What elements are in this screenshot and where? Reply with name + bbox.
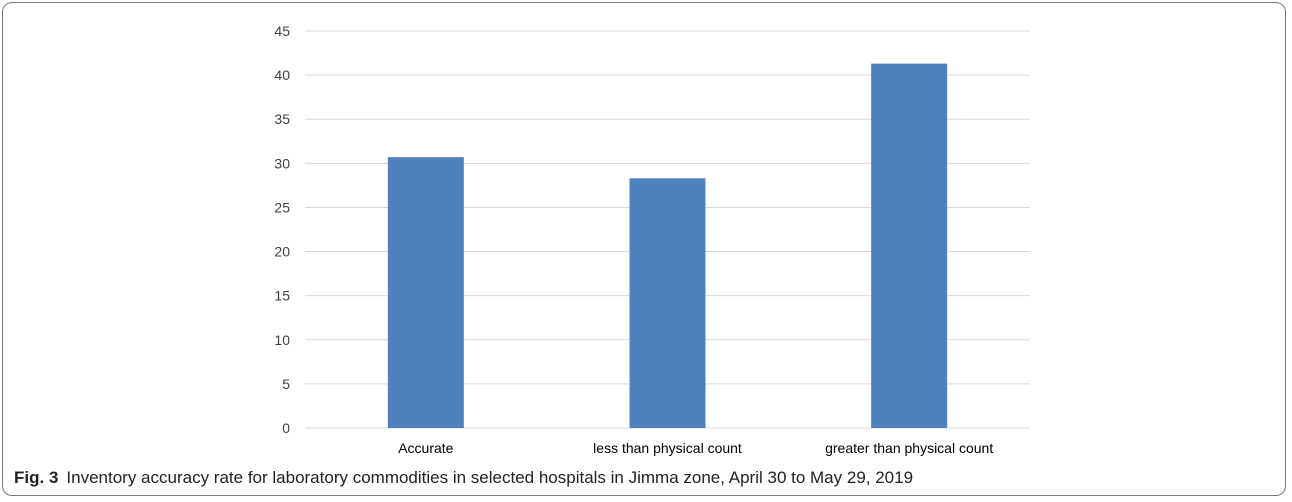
y-tick-label: 10 [274,332,290,348]
x-category-label: Accurate [398,440,453,456]
caption-text: Inventory accuracy rate for laboratory c… [66,468,914,487]
x-category-label: less than physical count [593,440,742,456]
bar [871,63,948,429]
bars [387,63,948,429]
y-tick-label: 0 [282,420,290,436]
y-tick-label: 45 [274,23,290,39]
figure-label: Fig. 3 [14,468,59,487]
y-tick-label: 35 [274,111,290,127]
bar [387,157,464,428]
y-tick-label: 20 [274,244,290,260]
bar [629,178,706,428]
y-tick-label: 40 [274,67,290,83]
y-tick-label: 30 [274,155,290,171]
x-axis-labels: Accurate less than physical count greater … [398,440,993,456]
y-tick-label: 25 [274,199,290,215]
y-tick-label: 15 [274,288,290,304]
figure-caption: Fig. 3 Inventory accuracy rate for labora… [14,468,913,488]
y-tick-label: 5 [282,376,290,392]
bar-chart: 0 5 10 15 20 25 30 35 40 45 Accurate less than phy… [274,23,1030,456]
x-category-label: greater than physical count [825,440,993,456]
y-axis-ticks: 0 5 10 15 20 25 30 35 40 45 [274,23,290,436]
